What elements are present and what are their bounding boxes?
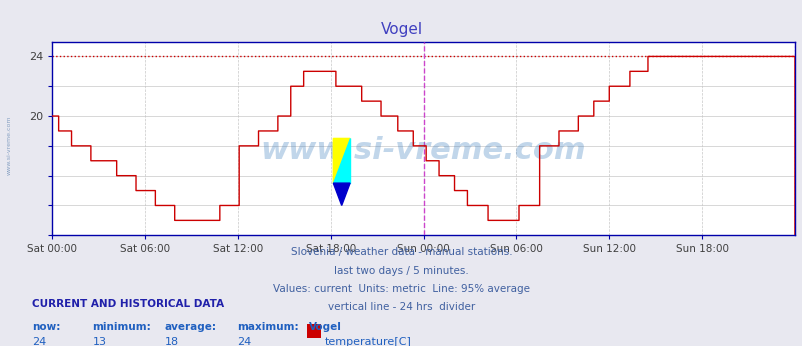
Text: 24: 24 bbox=[237, 337, 251, 346]
Polygon shape bbox=[333, 138, 350, 183]
Text: Vogel: Vogel bbox=[380, 22, 422, 37]
Text: last two days / 5 minutes.: last two days / 5 minutes. bbox=[334, 266, 468, 276]
Polygon shape bbox=[333, 183, 350, 206]
Text: Values: current  Units: metric  Line: 95% average: Values: current Units: metric Line: 95% … bbox=[273, 284, 529, 294]
Text: www.si-vreme.com: www.si-vreme.com bbox=[261, 136, 585, 165]
Text: minimum:: minimum: bbox=[92, 322, 151, 332]
Text: average:: average: bbox=[164, 322, 217, 332]
Text: temperature[C]: temperature[C] bbox=[325, 337, 411, 346]
Text: maximum:: maximum: bbox=[237, 322, 298, 332]
Text: vertical line - 24 hrs  divider: vertical line - 24 hrs divider bbox=[327, 302, 475, 312]
Text: Slovenia / weather data - manual stations.: Slovenia / weather data - manual station… bbox=[290, 247, 512, 257]
Polygon shape bbox=[333, 138, 350, 183]
Text: now:: now: bbox=[32, 322, 60, 332]
Text: 18: 18 bbox=[164, 337, 179, 346]
Text: Vogel: Vogel bbox=[309, 322, 342, 332]
Text: CURRENT AND HISTORICAL DATA: CURRENT AND HISTORICAL DATA bbox=[32, 299, 224, 309]
Text: www.si-vreme.com: www.si-vreme.com bbox=[6, 116, 11, 175]
Text: 13: 13 bbox=[92, 337, 106, 346]
Text: 24: 24 bbox=[32, 337, 47, 346]
